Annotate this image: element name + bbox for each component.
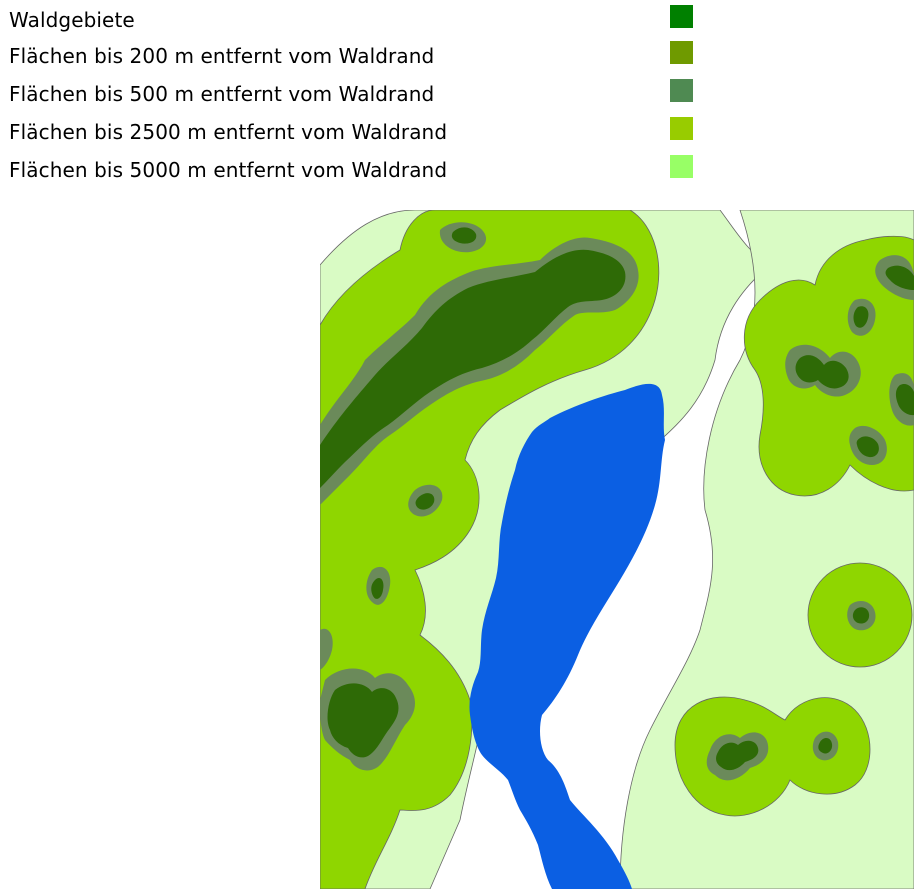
legend-swatch <box>670 41 693 64</box>
legend-swatch <box>670 79 693 102</box>
legend-item-waldgebiete: Waldgebiete <box>9 5 709 41</box>
legend-label: Flächen bis 2500 m entfernt vom Waldrand <box>9 120 448 144</box>
legend-label: Flächen bis 5000 m entfernt vom Waldrand <box>9 158 448 182</box>
forest-areas <box>320 227 914 771</box>
legend-swatch <box>670 155 693 178</box>
legend-label: Flächen bis 500 m entfernt vom Waldrand <box>9 82 435 106</box>
legend-item-5000m: Flächen bis 5000 m entfernt vom Waldrand <box>9 155 709 191</box>
legend-item-200m: Flächen bis 200 m entfernt vom Waldrand <box>9 41 709 77</box>
legend-item-2500m: Flächen bis 2500 m entfernt vom Waldrand <box>9 117 709 153</box>
legend-swatch <box>670 117 693 140</box>
legend-label: Flächen bis 200 m entfernt vom Waldrand <box>9 44 435 68</box>
forest-distance-map[interactable] <box>320 210 914 889</box>
legend-swatch <box>670 5 693 28</box>
lake <box>469 383 665 889</box>
legend-item-500m: Flächen bis 500 m entfernt vom Waldrand <box>9 79 709 115</box>
legend-label: Waldgebiete <box>9 8 135 32</box>
